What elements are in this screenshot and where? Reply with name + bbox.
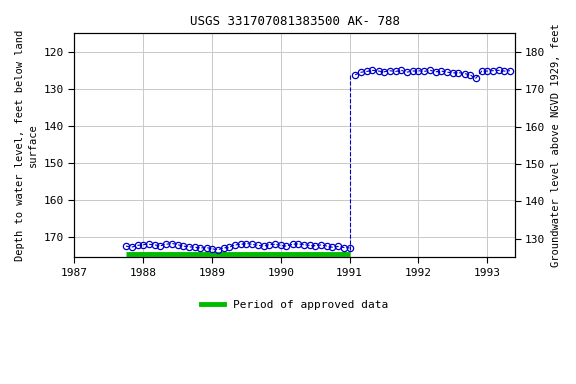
Title: USGS 331707081383500 AK- 788: USGS 331707081383500 AK- 788 bbox=[190, 15, 400, 28]
Y-axis label: Depth to water level, feet below land
surface: Depth to water level, feet below land su… bbox=[15, 30, 38, 261]
Y-axis label: Groundwater level above NGVD 1929, feet: Groundwater level above NGVD 1929, feet bbox=[551, 23, 561, 267]
Legend: Period of approved data: Period of approved data bbox=[197, 295, 392, 314]
